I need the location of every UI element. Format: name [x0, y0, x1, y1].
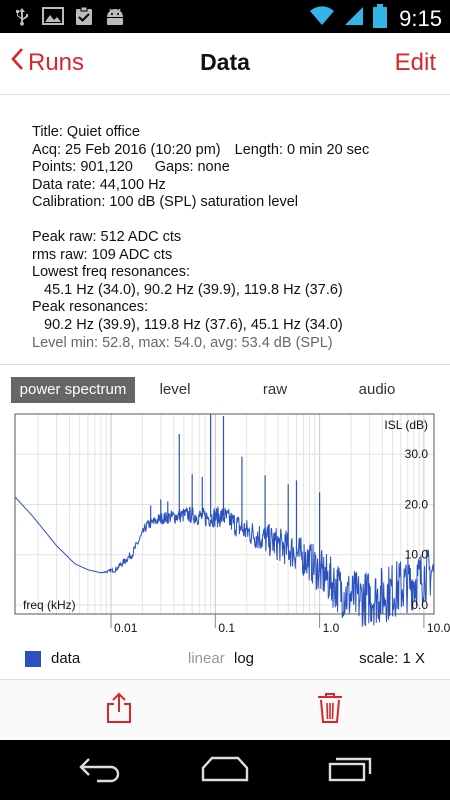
tab-power-spectrum[interactable]: power spectrum — [11, 377, 135, 403]
tab-level[interactable]: level — [159, 381, 191, 398]
signal-icon — [343, 5, 365, 32]
scale-log-toggle[interactable]: log — [234, 650, 255, 667]
chart-svg: 0.0 10.0 20.0 30.0 ISL (dB) freq (kHz) 0.01 0.1… — [14, 413, 450, 635]
back-icon — [77, 755, 123, 788]
x-tick-label: 1.0 — [323, 621, 340, 635]
chevron-left-icon — [10, 47, 24, 78]
y-tick-label: 0.0 — [411, 598, 428, 612]
delete-button[interactable] — [312, 692, 348, 728]
plot-frame — [14, 413, 435, 615]
status-bar: 9:15 — [0, 0, 450, 33]
y-tick-label: 10.0 — [405, 548, 429, 562]
x-tick-label: 10.0 — [427, 621, 450, 635]
battery-icon — [373, 4, 388, 33]
system-home-button[interactable] — [195, 754, 255, 788]
info-lowest-values: 45.1 Hz (34.0), 90.2 Hz (39.9), 119.8 Hz… — [44, 281, 343, 298]
divider — [0, 364, 450, 365]
y-tick-label: 30.0 — [405, 447, 429, 461]
back-label: Runs — [28, 48, 85, 76]
divider — [0, 679, 450, 680]
home-icon — [200, 756, 250, 787]
info-level: Level min: 52.8, max: 54.0, avg: 53.4 dB… — [32, 334, 333, 351]
info-data-rate: Data rate: 44,100 Hz — [32, 176, 166, 193]
info-peak-heading: Peak resonances: — [32, 299, 149, 316]
info-length: Length: 0 min 20 sec — [234, 141, 370, 158]
info-gaps: Gaps: none — [154, 159, 230, 176]
image-icon — [42, 6, 64, 31]
back-to-runs-button[interactable]: Runs — [10, 47, 84, 78]
system-navigation-bar — [0, 740, 450, 800]
power-spectrum-chart[interactable]: 0.0 10.0 20.0 30.0 ISL (dB) freq (kHz) 0.01 0.1… — [0, 408, 450, 638]
system-back-button[interactable] — [70, 754, 130, 788]
trash-icon — [317, 692, 343, 729]
chart-series — [14, 414, 435, 627]
spectrum-line — [14, 496, 435, 627]
clipboard-check-icon — [74, 6, 94, 31]
info-peak-values: 90.2 Hz (39.9), 119.8 Hz (37.6), 45.1 Hz… — [44, 316, 343, 333]
info-points-row: Points: 901,120 Gaps: none — [32, 159, 369, 177]
android-icon — [104, 6, 126, 31]
edit-button[interactable]: Edit — [394, 49, 436, 76]
share-button[interactable] — [101, 692, 137, 728]
info-points: Points: 901,120 — [32, 159, 133, 176]
system-recents-button[interactable] — [320, 754, 380, 788]
y-tick-label: 20.0 — [405, 497, 429, 511]
bottom-toolbar — [0, 680, 450, 740]
nav-bar: Runs Data Edit — [0, 33, 450, 95]
info-rms-raw: rms raw: 109 ADC cts — [32, 246, 173, 263]
view-tabs: power spectrum level raw audio — [11, 377, 441, 403]
info-peak-raw: Peak raw: 512 ADC cts — [32, 228, 182, 245]
tab-audio[interactable]: audio — [358, 381, 396, 398]
y-axis-label: ISL (dB) — [384, 418, 428, 432]
legend-series-label: data — [51, 650, 81, 667]
recent-apps-icon — [328, 756, 372, 787]
x-axis-label: freq (kHz) — [23, 598, 76, 612]
status-time: 9:15 — [399, 5, 442, 31]
legend-swatch — [25, 651, 41, 667]
scale-linear-toggle[interactable]: linear — [188, 650, 225, 667]
scale-readout: scale: 1 X — [359, 650, 425, 667]
chart-legend-row: data linear log scale: 1 X — [0, 644, 450, 674]
chart-axes: 0.0 10.0 20.0 30.0 ISL (dB) freq (kHz) 0.01 0.1… — [14, 413, 450, 635]
info-title: Title: Quiet office — [32, 124, 140, 140]
info-acq: Acq: 25 Feb 2016 (10:20 pm) — [32, 141, 221, 158]
share-icon — [105, 692, 133, 729]
info-lowest-heading: Lowest freq resonances: — [32, 264, 190, 281]
x-tick-label: 0.1 — [218, 621, 235, 635]
info-calibration: Calibration: 100 dB (SPL) saturation lev… — [32, 194, 298, 211]
info-acq-row: Acq: 25 Feb 2016 (10:20 pm) Length: 0 min… — [32, 142, 369, 160]
run-info: Title: Quiet office Acq: 25 Feb 2016 (10… — [32, 124, 369, 352]
wifi-icon — [309, 5, 335, 32]
tab-raw[interactable]: raw — [262, 381, 288, 398]
usb-icon — [12, 6, 32, 31]
x-tick-label: 0.01 — [114, 621, 138, 635]
